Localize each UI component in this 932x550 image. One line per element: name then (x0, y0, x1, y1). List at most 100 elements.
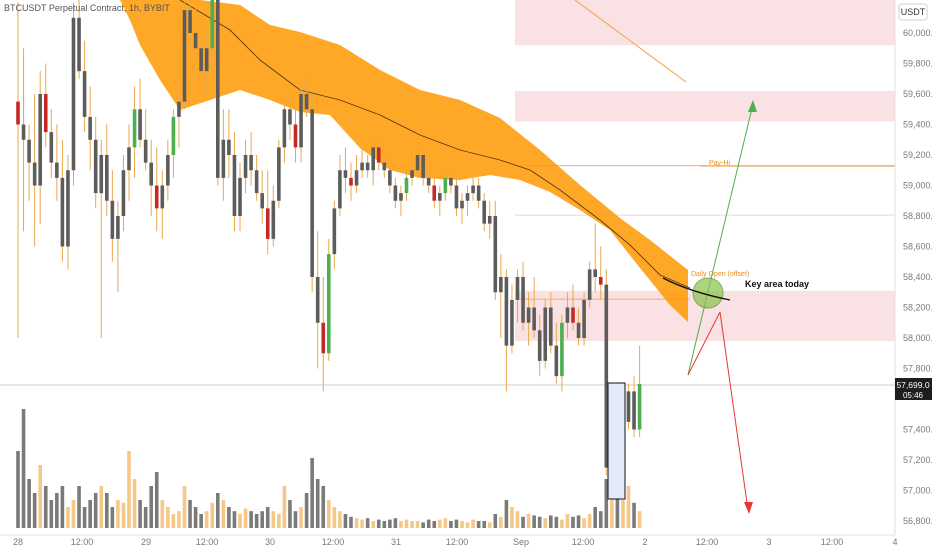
candle-body (549, 307, 553, 346)
candle-body (315, 277, 320, 323)
candle-body (465, 193, 470, 201)
candle (310, 94, 314, 293)
volume-bar (332, 507, 337, 528)
candle (38, 71, 42, 224)
volume-bar (66, 507, 70, 528)
volume-bar (315, 479, 320, 528)
candle (637, 345, 642, 438)
candle (421, 147, 425, 186)
volume-bar (549, 515, 553, 528)
volume-bar (338, 511, 342, 528)
candle-body (55, 162, 59, 178)
volume-bar (543, 518, 548, 528)
volume-bar (476, 521, 481, 528)
candle (327, 238, 331, 361)
volume-bar (487, 522, 492, 528)
candle-body (71, 17, 76, 171)
current-price-tag: 57,699.0 05:46 (895, 378, 932, 400)
candle-body (587, 269, 592, 300)
volume-bar (121, 502, 126, 528)
candle-body (232, 155, 237, 216)
key-area-circle (692, 277, 724, 309)
resistance-zone-1 (515, 90, 895, 122)
volume-bar (216, 493, 220, 528)
volume-bar (598, 511, 603, 528)
candle (55, 124, 59, 201)
candle (105, 124, 109, 216)
pdh-label-text: Pay-Hi (709, 160, 730, 167)
volume-bar (238, 514, 242, 528)
candle-body (177, 101, 181, 117)
price-tick-label: 57,800.0 (903, 364, 932, 374)
candle (343, 147, 348, 194)
candle (127, 124, 131, 201)
volume-bar (88, 500, 92, 528)
candle-body (105, 155, 109, 201)
candle-body (93, 139, 98, 194)
price-tick-label: 59,000.0 (903, 181, 932, 191)
time-axis[interactable]: 28 12:00 29 12:00 30 12:00 31 12:00 Sep 12:00 2 12:… (0, 534, 898, 547)
candle (299, 86, 303, 163)
time-tick-label: 12:00 (572, 537, 595, 547)
candle (604, 269, 609, 476)
candle-body (43, 94, 48, 133)
volume-bar (432, 521, 437, 528)
candle-body (582, 299, 586, 338)
candle (632, 376, 636, 438)
volume-bar (388, 519, 392, 528)
candle-body (27, 139, 31, 163)
volume-bar (166, 507, 170, 528)
volume-bar (532, 515, 536, 528)
candle (543, 299, 548, 369)
bearish-arrow-stem (687, 311, 721, 376)
current-price-value: 57,699.0 (896, 380, 929, 390)
volume-bar (49, 500, 54, 528)
volume-bar (204, 511, 209, 528)
candle-body (227, 139, 231, 155)
volume-bar (271, 511, 276, 528)
resistance-zone-2 (515, 214, 895, 216)
volume-bar (260, 511, 264, 528)
candle (49, 109, 54, 178)
candle (332, 200, 337, 270)
candle (265, 170, 270, 255)
volume-bar (343, 514, 348, 528)
volume-bar (16, 451, 20, 528)
currency-badge[interactable]: USDT (898, 3, 928, 21)
candle (60, 139, 65, 262)
candle (598, 246, 603, 300)
volume-bar (526, 514, 531, 528)
candle-body (310, 109, 314, 277)
price-axis[interactable]: 60,000.0 59,800.0 59,600.0 59,400.0 59,200.0… (894, 0, 932, 535)
volume-bar (110, 507, 115, 528)
volume-bar (105, 493, 109, 528)
candle-body (576, 322, 581, 338)
price-tick-label: 58,400.0 (903, 272, 932, 282)
volume-bar (116, 500, 120, 528)
candle-body (121, 170, 126, 216)
candle-body (504, 277, 509, 346)
candle (238, 162, 242, 232)
candle-body (293, 124, 298, 148)
candle-body (354, 170, 359, 186)
daily-open-label: Daily Open (offset) (691, 271, 749, 278)
volume-bar (404, 519, 409, 528)
volume-bar (310, 458, 314, 528)
candle-body (38, 94, 42, 186)
key-area-label: Key area today (745, 279, 809, 289)
volume-bar (426, 519, 431, 528)
candle-body (221, 139, 226, 178)
candle (460, 193, 464, 224)
volume-bar (576, 515, 581, 528)
candle-body (510, 299, 514, 346)
candle-body (99, 155, 104, 194)
candle-body (604, 284, 609, 468)
volume-bar (171, 514, 176, 528)
candle (510, 284, 514, 354)
candle (560, 315, 564, 392)
candle (116, 200, 120, 293)
candle-body (443, 177, 448, 194)
volume-bar (43, 486, 48, 528)
candle (182, 2, 187, 110)
